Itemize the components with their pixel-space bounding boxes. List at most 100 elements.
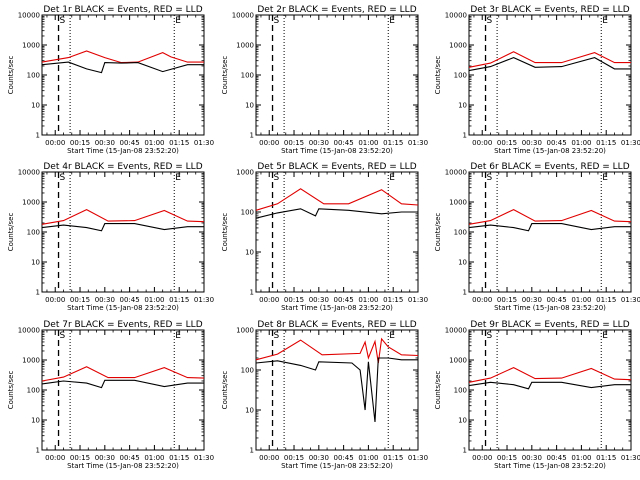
x-tick-label: 00:15 bbox=[497, 296, 517, 304]
y-tick-label: 1 bbox=[36, 447, 40, 455]
y-tick-label: 1 bbox=[250, 289, 254, 297]
panel-5: Det 5r BLACK = Events, RED = LLD 1 10 100 10… bbox=[221, 162, 428, 312]
x-tick-label: 00:45 bbox=[334, 139, 354, 147]
x-tick-label: 00:45 bbox=[120, 139, 140, 147]
y-tick-label: 10000 bbox=[18, 169, 40, 177]
y-tick-label: 1000 bbox=[22, 357, 40, 365]
x-tick-label: 00:00 bbox=[45, 139, 65, 147]
x-tick-label: 01:15 bbox=[383, 139, 403, 147]
x-axis-label: Start Time (15-Jan-08 23:52:20) bbox=[281, 462, 393, 470]
x-tick-label: 00:30 bbox=[309, 454, 329, 462]
y-tick-label: 100 bbox=[241, 367, 254, 375]
series-black-line bbox=[468, 57, 631, 72]
series-black-line bbox=[41, 61, 204, 74]
time-marker-label: E bbox=[175, 331, 181, 341]
time-marker-label: E bbox=[389, 173, 395, 183]
x-tick-label: 00:45 bbox=[334, 296, 354, 304]
x-tick-label: 01:15 bbox=[383, 454, 403, 462]
x-tick-label: 00:45 bbox=[120, 296, 140, 304]
x-tick-label: 01:30 bbox=[621, 139, 640, 147]
series-black-line bbox=[468, 223, 631, 232]
y-tick-label: 10 bbox=[31, 102, 40, 110]
panel-2: Det 2r BLACK = Events, RED = LLD 1 10 100 10… bbox=[221, 5, 428, 155]
y-axis-label: Counts/sec bbox=[434, 213, 442, 252]
y-tick-label: 100 bbox=[454, 387, 467, 395]
y-axis-label: Counts/sec bbox=[221, 56, 229, 95]
series-black-line bbox=[41, 223, 204, 232]
time-marker-label: E bbox=[602, 16, 608, 26]
y-tick-label: 1 bbox=[463, 447, 467, 455]
x-tick-label: 01:15 bbox=[383, 296, 403, 304]
x-axis-label: Start Time (15-Jan-08 23:52:20) bbox=[67, 304, 179, 312]
x-tick-label: 00:15 bbox=[497, 139, 517, 147]
plot-frame bbox=[468, 171, 632, 293]
panel-8: Det 8r BLACK = Events, RED = LLD 1 10 100 10… bbox=[221, 320, 428, 470]
time-marker-label: S bbox=[274, 173, 280, 183]
y-tick-label: 1000 bbox=[449, 357, 467, 365]
panel-title: Det 3r BLACK = Events, RED = LLD bbox=[470, 5, 629, 15]
y-axis-label: Counts/sec bbox=[221, 213, 229, 252]
y-axis-label: Counts/sec bbox=[7, 371, 15, 410]
x-tick-label: 01:30 bbox=[621, 454, 640, 462]
panel-9: Det 9r BLACK = Events, RED = LLD 1 10 100 10… bbox=[434, 320, 640, 470]
y-tick-label: 10 bbox=[245, 249, 254, 257]
x-axis-label: Start Time (15-Jan-08 23:52:20) bbox=[281, 304, 393, 312]
time-marker-label: S bbox=[60, 331, 66, 341]
x-tick-label: 00:15 bbox=[497, 454, 517, 462]
time-marker-label: S bbox=[487, 331, 493, 341]
plot-frame bbox=[468, 14, 632, 136]
series-red-line bbox=[255, 188, 419, 211]
x-tick-label: 01:15 bbox=[169, 139, 189, 147]
x-tick-label: 00:45 bbox=[547, 296, 567, 304]
x-tick-label: 01:00 bbox=[571, 139, 591, 147]
time-marker-label: S bbox=[274, 16, 280, 26]
panel-title: Det 8r BLACK = Events, RED = LLD bbox=[257, 320, 416, 330]
y-tick-label: 1 bbox=[463, 289, 467, 297]
x-tick-label: 01:00 bbox=[358, 139, 378, 147]
y-tick-label: 1 bbox=[36, 289, 40, 297]
x-tick-label: 01:30 bbox=[194, 454, 214, 462]
x-tick-label: 01:30 bbox=[408, 454, 428, 462]
x-tick-label: 00:00 bbox=[472, 139, 492, 147]
series-black-line bbox=[468, 381, 631, 390]
panel-title: Det 9r BLACK = Events, RED = LLD bbox=[470, 320, 629, 330]
y-tick-label: 1 bbox=[250, 447, 254, 455]
x-tick-label: 00:15 bbox=[284, 454, 304, 462]
x-tick-label: 00:00 bbox=[45, 454, 65, 462]
y-axis-label: Counts/sec bbox=[434, 371, 442, 410]
plot-frame bbox=[41, 14, 205, 136]
x-tick-label: 00:00 bbox=[472, 296, 492, 304]
x-tick-label: 01:00 bbox=[144, 454, 164, 462]
x-tick-label: 01:15 bbox=[596, 454, 616, 462]
time-marker-label: S bbox=[487, 16, 493, 26]
y-tick-label: 10000 bbox=[18, 12, 40, 20]
time-marker-label: E bbox=[602, 331, 608, 341]
time-marker-label: S bbox=[274, 331, 280, 341]
x-tick-label: 00:15 bbox=[70, 454, 90, 462]
time-marker-label: S bbox=[487, 173, 493, 183]
y-tick-label: 10 bbox=[458, 259, 467, 267]
x-tick-label: 00:00 bbox=[472, 454, 492, 462]
y-tick-label: 1000 bbox=[449, 42, 467, 50]
x-tick-label: 01:15 bbox=[596, 139, 616, 147]
y-tick-label: 1 bbox=[36, 132, 40, 140]
x-tick-label: 00:30 bbox=[522, 296, 542, 304]
y-tick-label: 10 bbox=[458, 417, 467, 425]
x-tick-label: 00:15 bbox=[284, 139, 304, 147]
y-tick-label: 1000 bbox=[22, 42, 40, 50]
y-axis-label: Counts/sec bbox=[7, 213, 15, 252]
series-red-line bbox=[468, 208, 632, 225]
x-tick-label: 01:15 bbox=[596, 296, 616, 304]
x-tick-label: 01:30 bbox=[408, 139, 428, 147]
y-tick-label: 1000 bbox=[236, 169, 254, 177]
panel-6: Det 6r BLACK = Events, RED = LLD 1 10 100 10… bbox=[434, 162, 640, 312]
y-tick-label: 10000 bbox=[232, 12, 254, 20]
x-tick-label: 00:45 bbox=[334, 454, 354, 462]
x-tick-label: 00:15 bbox=[70, 139, 90, 147]
series-red-line bbox=[468, 366, 632, 383]
x-tick-label: 00:30 bbox=[309, 296, 329, 304]
series-red-line bbox=[41, 366, 205, 382]
x-tick-label: 00:45 bbox=[547, 139, 567, 147]
plot-frame bbox=[41, 329, 205, 451]
